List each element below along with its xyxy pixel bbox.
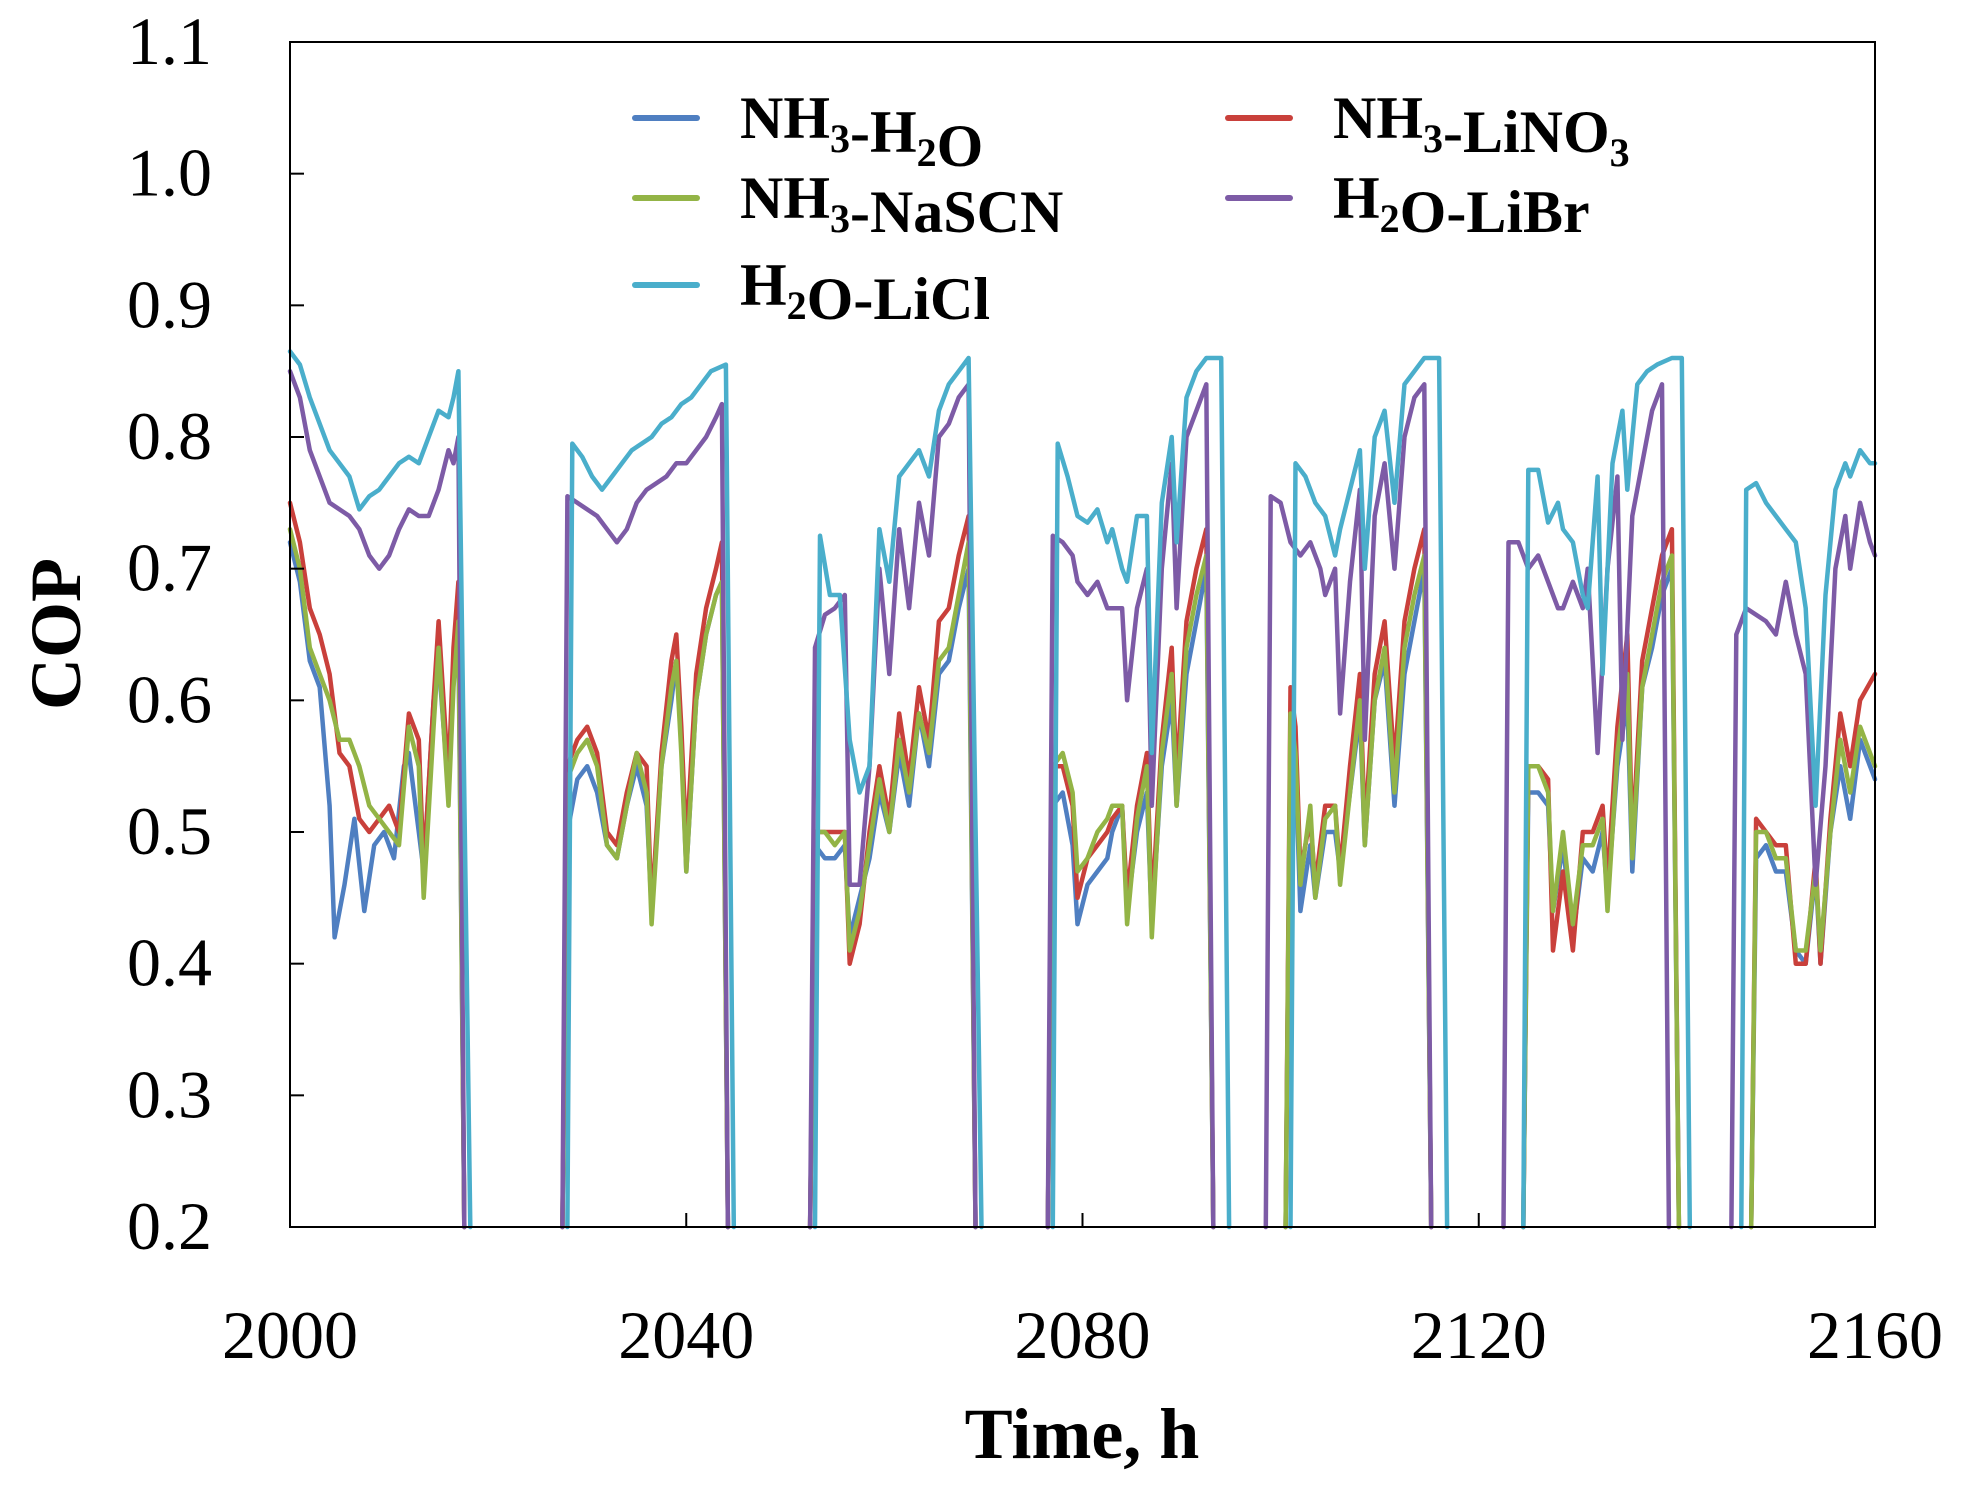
y-tick-label: 0.5 [127, 793, 212, 869]
legend-item-h2o-libr: H2O-LiBr [1225, 165, 1590, 245]
legend: NH3-H2O NH3-LiNO3 NH3-NaSCN H2O-LiBr H2O-LiC… [632, 85, 1630, 332]
x-tick-label: 2160 [1807, 1297, 1943, 1373]
y-tick-label: 0.9 [127, 266, 212, 342]
series-line-nh3-nascn [287, 526, 1878, 1230]
legend-label: NH3-H2O [740, 85, 983, 179]
x-tick-label: 2040 [618, 1297, 754, 1373]
legend-item-h2o-licl: H2O-LiCl [632, 252, 990, 332]
legend-label: H2O-LiCl [740, 252, 990, 332]
x-axis: 2000 2040 2080 2120 2160 [222, 1213, 1943, 1373]
x-tick-label: 2120 [1411, 1297, 1547, 1373]
y-tick-label: 0.7 [127, 530, 212, 606]
y-axis-title: COP [16, 558, 96, 710]
x-axis-title: Time, h [965, 1394, 1200, 1474]
series-line-h2o-licl [287, 349, 1878, 1230]
legend-item-nh3-lino3: NH3-LiNO3 [1225, 85, 1630, 175]
y-tick-label: 0.6 [127, 661, 212, 737]
legend-item-nh3-nascn: NH3-NaSCN [632, 165, 1063, 245]
y-tick-label: 0.8 [127, 398, 212, 474]
y-tick-label: 1.1 [127, 3, 212, 79]
series-layer [287, 349, 1878, 1230]
y-axis: 0.2 0.3 0.4 0.5 0.6 0.7 0.8 0.9 1.0 1.1 [127, 3, 304, 1264]
legend-label: NH3-LiNO3 [1333, 85, 1630, 175]
legend-label: NH3-NaSCN [740, 165, 1063, 245]
y-tick-label: 0.4 [127, 925, 212, 1001]
y-tick-label: 1.0 [127, 135, 212, 211]
x-tick-label: 2080 [1015, 1297, 1151, 1373]
x-tick-label: 2000 [222, 1297, 358, 1373]
legend-label: H2O-LiBr [1333, 165, 1590, 245]
y-tick-label: 0.3 [127, 1056, 212, 1132]
y-tick-label: 0.2 [127, 1188, 212, 1264]
series-line-h2o-libr [287, 368, 1878, 1230]
legend-item-nh3-h2o: NH3-H2O [632, 85, 983, 179]
